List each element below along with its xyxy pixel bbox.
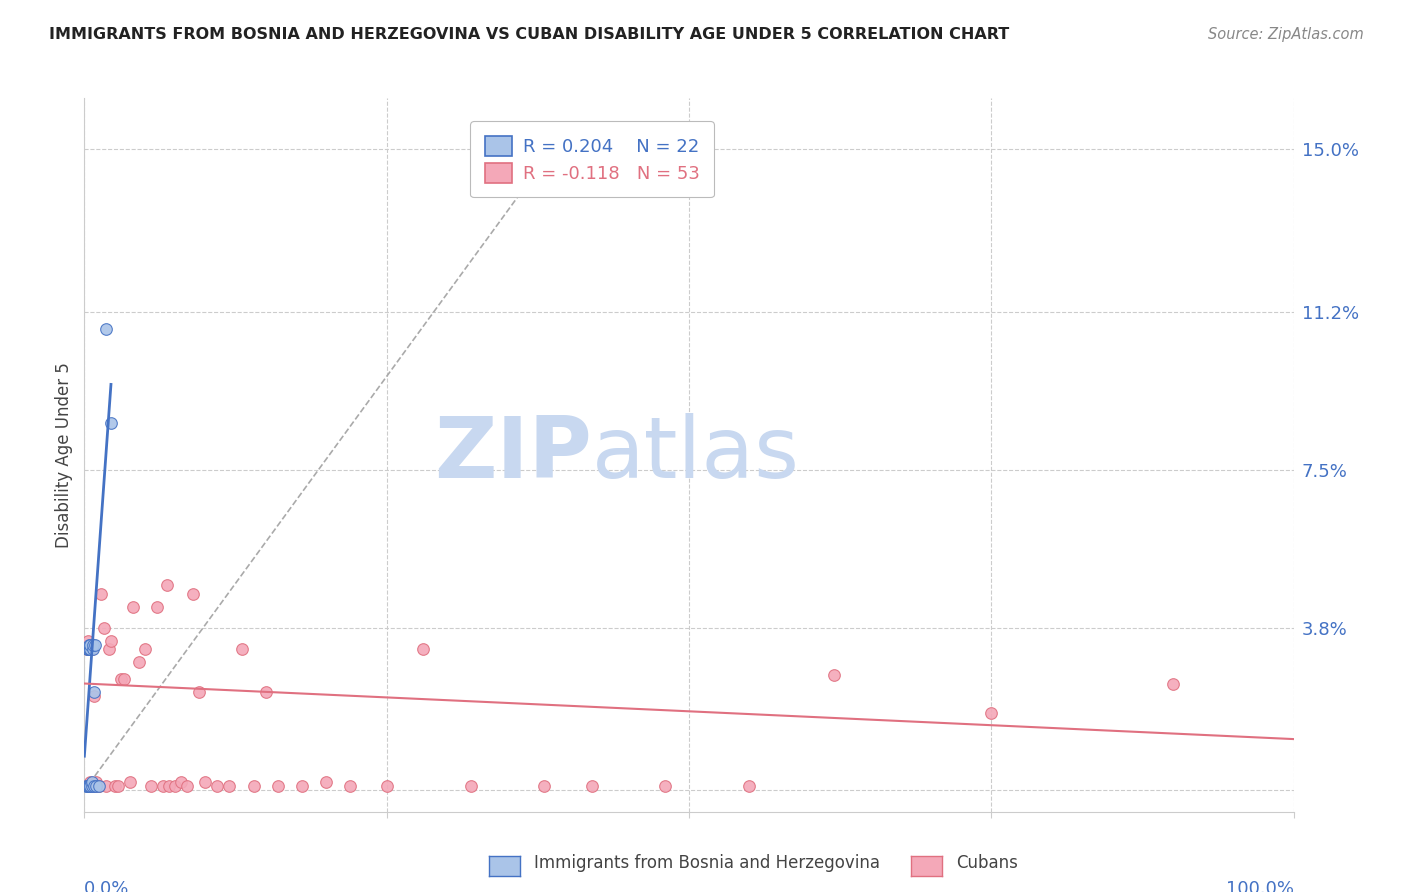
Legend: R = 0.204    N = 22, R = -0.118   N = 53: R = 0.204 N = 22, R = -0.118 N = 53 [471, 121, 714, 197]
Point [207, 779, 229, 793]
Point [86, 774, 108, 789]
Point [80, 779, 103, 793]
Point [581, 779, 603, 793]
Point [82, 642, 104, 657]
Point [242, 779, 264, 793]
Text: Cubans: Cubans [956, 855, 1018, 872]
Text: 0.0%: 0.0% [84, 880, 129, 892]
Point [181, 587, 204, 601]
Point [218, 779, 240, 793]
Point [155, 578, 177, 592]
Point [188, 685, 211, 699]
Point [1161, 676, 1184, 690]
Point [76, 642, 98, 657]
Point [94, 322, 117, 336]
Point [80, 774, 103, 789]
Point [315, 774, 337, 789]
Point [823, 668, 845, 682]
Point [76, 779, 98, 793]
Point [79, 642, 101, 657]
Point [79, 774, 101, 789]
Text: atlas: atlas [592, 413, 800, 497]
Point [112, 672, 135, 686]
Point [84, 638, 107, 652]
Point [100, 416, 122, 430]
Point [738, 779, 761, 793]
Point [231, 642, 253, 657]
Point [120, 774, 142, 789]
Point [86, 779, 108, 793]
Point [80, 642, 103, 657]
Point [87, 779, 110, 793]
Text: IMMIGRANTS FROM BOSNIA AND HERZEGOVINA VS CUBAN DISABILITY AGE UNDER 5 CORRELATI: IMMIGRANTS FROM BOSNIA AND HERZEGOVINA V… [49, 27, 1010, 42]
Point [84, 779, 107, 793]
Point [170, 774, 193, 789]
Point [77, 779, 100, 793]
Point [77, 779, 100, 793]
Point [146, 599, 169, 614]
Point [107, 779, 129, 793]
Point [194, 774, 217, 789]
Point [375, 779, 398, 793]
Point [100, 633, 122, 648]
Point [93, 621, 115, 635]
Point [104, 779, 127, 793]
Text: 100.0%: 100.0% [1226, 880, 1294, 892]
Point [152, 779, 174, 793]
Point [339, 779, 361, 793]
Text: Immigrants from Bosnia and Herzegovina: Immigrants from Bosnia and Herzegovina [534, 855, 880, 872]
Text: ZIP: ZIP [434, 413, 592, 497]
Point [77, 642, 100, 657]
Point [94, 779, 117, 793]
Point [121, 599, 143, 614]
Point [77, 638, 100, 652]
Point [90, 587, 112, 601]
Point [163, 779, 186, 793]
Point [267, 779, 290, 793]
Point [412, 642, 434, 657]
Point [82, 638, 104, 652]
Y-axis label: Disability Age Under 5: Disability Age Under 5 [55, 362, 73, 548]
Point [291, 779, 314, 793]
Point [97, 642, 120, 657]
Text: Source: ZipAtlas.com: Source: ZipAtlas.com [1208, 27, 1364, 42]
Point [75, 779, 97, 793]
Point [82, 779, 104, 793]
Point [83, 685, 105, 699]
Point [139, 779, 162, 793]
Point [87, 779, 110, 793]
Point [79, 638, 101, 652]
Point [79, 779, 101, 793]
Point [176, 779, 198, 793]
Point [83, 779, 105, 793]
Point [128, 655, 150, 669]
Point [157, 779, 180, 793]
Point [110, 672, 132, 686]
Point [654, 779, 676, 793]
Point [76, 642, 98, 657]
Point [134, 642, 156, 657]
Point [980, 706, 1002, 721]
Point [533, 779, 555, 793]
Point [254, 685, 277, 699]
Point [77, 642, 100, 657]
Point [460, 779, 482, 793]
Point [77, 633, 100, 648]
Point [77, 779, 100, 793]
Point [83, 690, 105, 704]
